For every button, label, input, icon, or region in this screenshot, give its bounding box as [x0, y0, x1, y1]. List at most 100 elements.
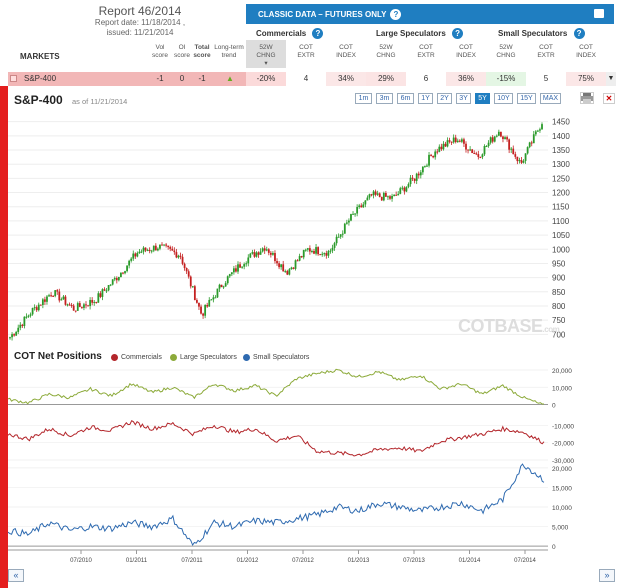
col-header-extr[interactable]: COT EXTR: [406, 44, 446, 60]
candle-body: [249, 253, 252, 258]
candle-body: [541, 124, 543, 130]
candle-body: [532, 134, 535, 144]
row-expand-icon[interactable]: ▼: [606, 72, 616, 86]
candle-body: [483, 146, 486, 155]
candle-body: [536, 130, 539, 132]
help-icon[interactable]: ?: [390, 8, 402, 20]
candle-body: [329, 250, 332, 252]
candle-body: [477, 154, 480, 157]
report-issued: issued: 11/21/2014: [106, 28, 174, 37]
large-speculators-line: [8, 368, 544, 405]
candle-body: [25, 316, 28, 318]
col-header-text: INDEX: [456, 52, 476, 59]
candle-body: [354, 213, 356, 215]
candle-body: [78, 303, 81, 307]
candle-body: [33, 307, 36, 309]
range-button-5y[interactable]: 5Y: [475, 93, 490, 104]
candle-body: [460, 139, 463, 142]
candle-body: [337, 236, 340, 238]
candle-body: [109, 284, 112, 286]
candle-body: [278, 263, 280, 268]
candle-body: [31, 308, 34, 315]
help-icon[interactable]: ?: [312, 28, 324, 39]
y-tick-label: 0: [552, 403, 556, 410]
col-header-text: EXTR: [297, 52, 315, 59]
y-tick-label: 1250: [552, 174, 570, 183]
candle-body: [60, 299, 63, 301]
candle-body: [177, 255, 180, 258]
print-icon[interactable]: [594, 9, 604, 18]
print-icon[interactable]: [580, 92, 594, 104]
candle-body: [167, 245, 170, 248]
candle-body: [29, 314, 32, 316]
prev-market-button[interactable]: «: [8, 569, 24, 582]
col-header-index[interactable]: COT INDEX: [326, 44, 366, 60]
next-market-button[interactable]: »: [599, 569, 615, 582]
candle-body: [222, 286, 225, 288]
market-row-bg: [8, 72, 246, 86]
group-commercials: Commercials ?: [256, 28, 324, 39]
y-tick-label: 1150: [552, 203, 570, 212]
candle-body: [87, 305, 89, 307]
col-header-extr[interactable]: COT EXTR: [286, 44, 326, 60]
market-name[interactable]: S&P-400: [24, 74, 57, 83]
range-button-3y[interactable]: 3Y: [456, 93, 471, 104]
candle-body: [64, 296, 67, 305]
candle-body: [48, 295, 50, 297]
col-header-text: score: [152, 52, 168, 59]
candle-body: [183, 263, 186, 269]
candle-body: [539, 129, 541, 131]
candle-body: [128, 260, 131, 266]
col-header-text: 52W: [259, 44, 273, 51]
candle-body: [282, 264, 285, 272]
candle-body: [202, 313, 204, 316]
candle-body: [510, 148, 513, 150]
candle-body: [259, 251, 262, 255]
candle-body: [302, 250, 305, 258]
col-header-text: trend: [221, 52, 237, 59]
col-header-chng[interactable]: 52W CHNG ▾: [246, 40, 286, 68]
candle-body: [105, 290, 108, 292]
candle-body: [191, 286, 194, 288]
close-icon[interactable]: ✕: [603, 93, 615, 104]
range-button-2y[interactable]: 2Y: [437, 93, 452, 104]
range-button-10y[interactable]: 10Y: [494, 93, 513, 104]
candle-body: [138, 251, 141, 254]
candle-body: [91, 299, 94, 303]
range-button-1y[interactable]: 1Y: [418, 93, 433, 104]
candle-body: [395, 194, 398, 196]
candle-body: [399, 188, 402, 194]
candle-body: [432, 155, 435, 158]
col-header-index[interactable]: COT INDEX: [446, 44, 486, 60]
candle-body: [512, 148, 515, 155]
col-header-text: INDEX: [576, 52, 596, 59]
candle-body: [463, 139, 465, 144]
candle-body: [171, 248, 174, 251]
range-button-6m[interactable]: 6m: [397, 93, 414, 104]
legend-dot: [170, 354, 177, 361]
col-header-chng[interactable]: 52W CHNG: [486, 44, 526, 60]
range-button-max[interactable]: MAX: [540, 93, 561, 104]
total-score: -1: [198, 74, 206, 83]
range-button-15y[interactable]: 15Y: [517, 93, 536, 104]
col-header-index[interactable]: COT INDEX: [566, 44, 606, 60]
candle-body: [436, 151, 439, 153]
candle-body: [144, 247, 147, 251]
candle-body: [15, 331, 18, 336]
candle-body: [467, 149, 469, 151]
range-button-1m[interactable]: 1m: [355, 93, 372, 104]
candle-body: [169, 247, 172, 249]
candle-body: [35, 307, 38, 311]
range-button-3m[interactable]: 3m: [376, 93, 393, 104]
help-icon[interactable]: ?: [573, 28, 585, 39]
candle-body: [308, 248, 311, 252]
candle-body: [247, 257, 250, 264]
candle-body: [352, 213, 354, 215]
candle-body: [146, 249, 149, 251]
col-header-extr[interactable]: COT EXTR: [526, 44, 566, 60]
row-checkbox[interactable]: [10, 72, 18, 86]
col-header-chng[interactable]: 52W CHNG: [366, 44, 406, 60]
col-header-oi: OI score: [172, 44, 192, 60]
candle-body: [46, 296, 48, 302]
help-icon[interactable]: ?: [452, 28, 464, 39]
